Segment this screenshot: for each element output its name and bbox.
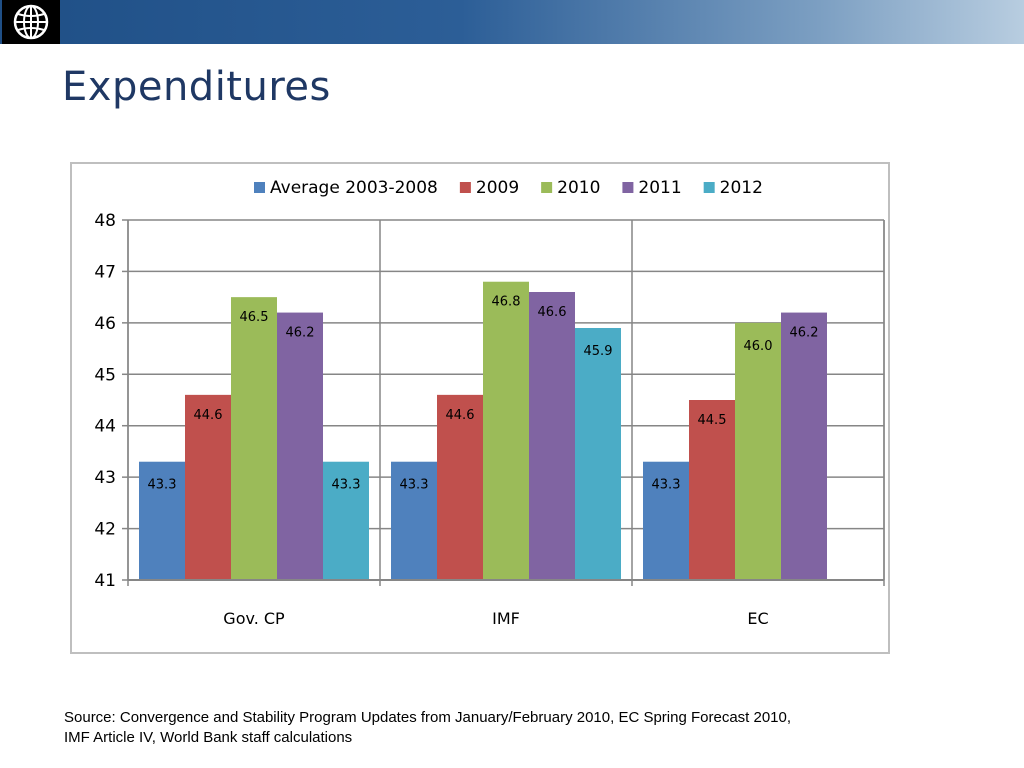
data-label: 46.2 (286, 326, 315, 341)
bar (529, 292, 575, 580)
y-tick-label: 42 (94, 520, 116, 540)
bar (575, 328, 621, 580)
data-label: 43.3 (332, 478, 361, 493)
world-bank-globe-icon (13, 4, 49, 40)
legend-label: 2009 (476, 178, 519, 198)
bar (689, 400, 735, 580)
legend-swatch (703, 182, 715, 193)
bar (781, 312, 827, 580)
legend-swatch (541, 182, 553, 193)
bar (437, 394, 483, 580)
data-label: 44.6 (446, 408, 475, 423)
legend-label: 2011 (638, 178, 681, 198)
legend-label: 2012 (720, 178, 763, 198)
legend-swatch (254, 182, 265, 193)
legend-label: 2010 (557, 178, 600, 198)
data-label: 43.3 (148, 478, 177, 493)
bar (139, 461, 185, 580)
y-tick-label: 43 (94, 468, 116, 488)
chart-frame: 41 42 43 44 45 46 47 48 43.3 43.3 43.3 44.6 44.6 44.5… (70, 162, 890, 654)
y-tick-label: 47 (94, 262, 116, 282)
y-tick-label: 48 (94, 211, 116, 231)
data-label: 46.8 (492, 295, 521, 310)
source-line-2: IMF Article IV, World Bank staff calcula… (64, 729, 353, 746)
data-label: 45.9 (584, 344, 613, 359)
bar (391, 461, 437, 580)
data-label: 44.6 (194, 408, 223, 423)
header-bar (0, 0, 1024, 44)
x-tick-label: IMF (492, 609, 520, 628)
logo (2, 0, 60, 44)
y-tick-label: 44 (94, 417, 116, 437)
bar (323, 461, 369, 580)
source-line-1: Source: Convergence and Stability Progra… (64, 709, 792, 726)
legend-swatch (459, 182, 471, 193)
bar (185, 394, 231, 580)
expenditures-bar-chart: 41 42 43 44 45 46 47 48 43.3 43.3 43.3 44.6 44.6 44.5… (94, 178, 885, 628)
bar (643, 461, 689, 580)
data-label: 44.5 (698, 413, 727, 428)
data-label: 43.3 (400, 478, 429, 493)
x-tick-label: EC (747, 609, 768, 628)
bar (735, 322, 781, 580)
source-note: Source: Convergence and Stability Progra… (64, 708, 964, 748)
x-tick-label: Gov. CP (223, 609, 285, 628)
y-tick-label: 45 (94, 365, 116, 385)
legend-label: Average 2003-2008 (270, 178, 438, 198)
bar (277, 312, 323, 580)
slide-title: Expenditures (62, 64, 331, 110)
legend-swatch (622, 182, 634, 193)
data-label: 46.6 (538, 305, 567, 320)
data-label: 46.0 (744, 339, 773, 354)
bar (231, 297, 277, 580)
data-label: 43.3 (652, 478, 681, 493)
data-label: 46.5 (240, 310, 269, 325)
y-tick-label: 46 (94, 314, 116, 334)
bar (483, 281, 529, 580)
y-tick-label: 41 (94, 571, 116, 591)
data-label: 46.2 (790, 326, 819, 341)
